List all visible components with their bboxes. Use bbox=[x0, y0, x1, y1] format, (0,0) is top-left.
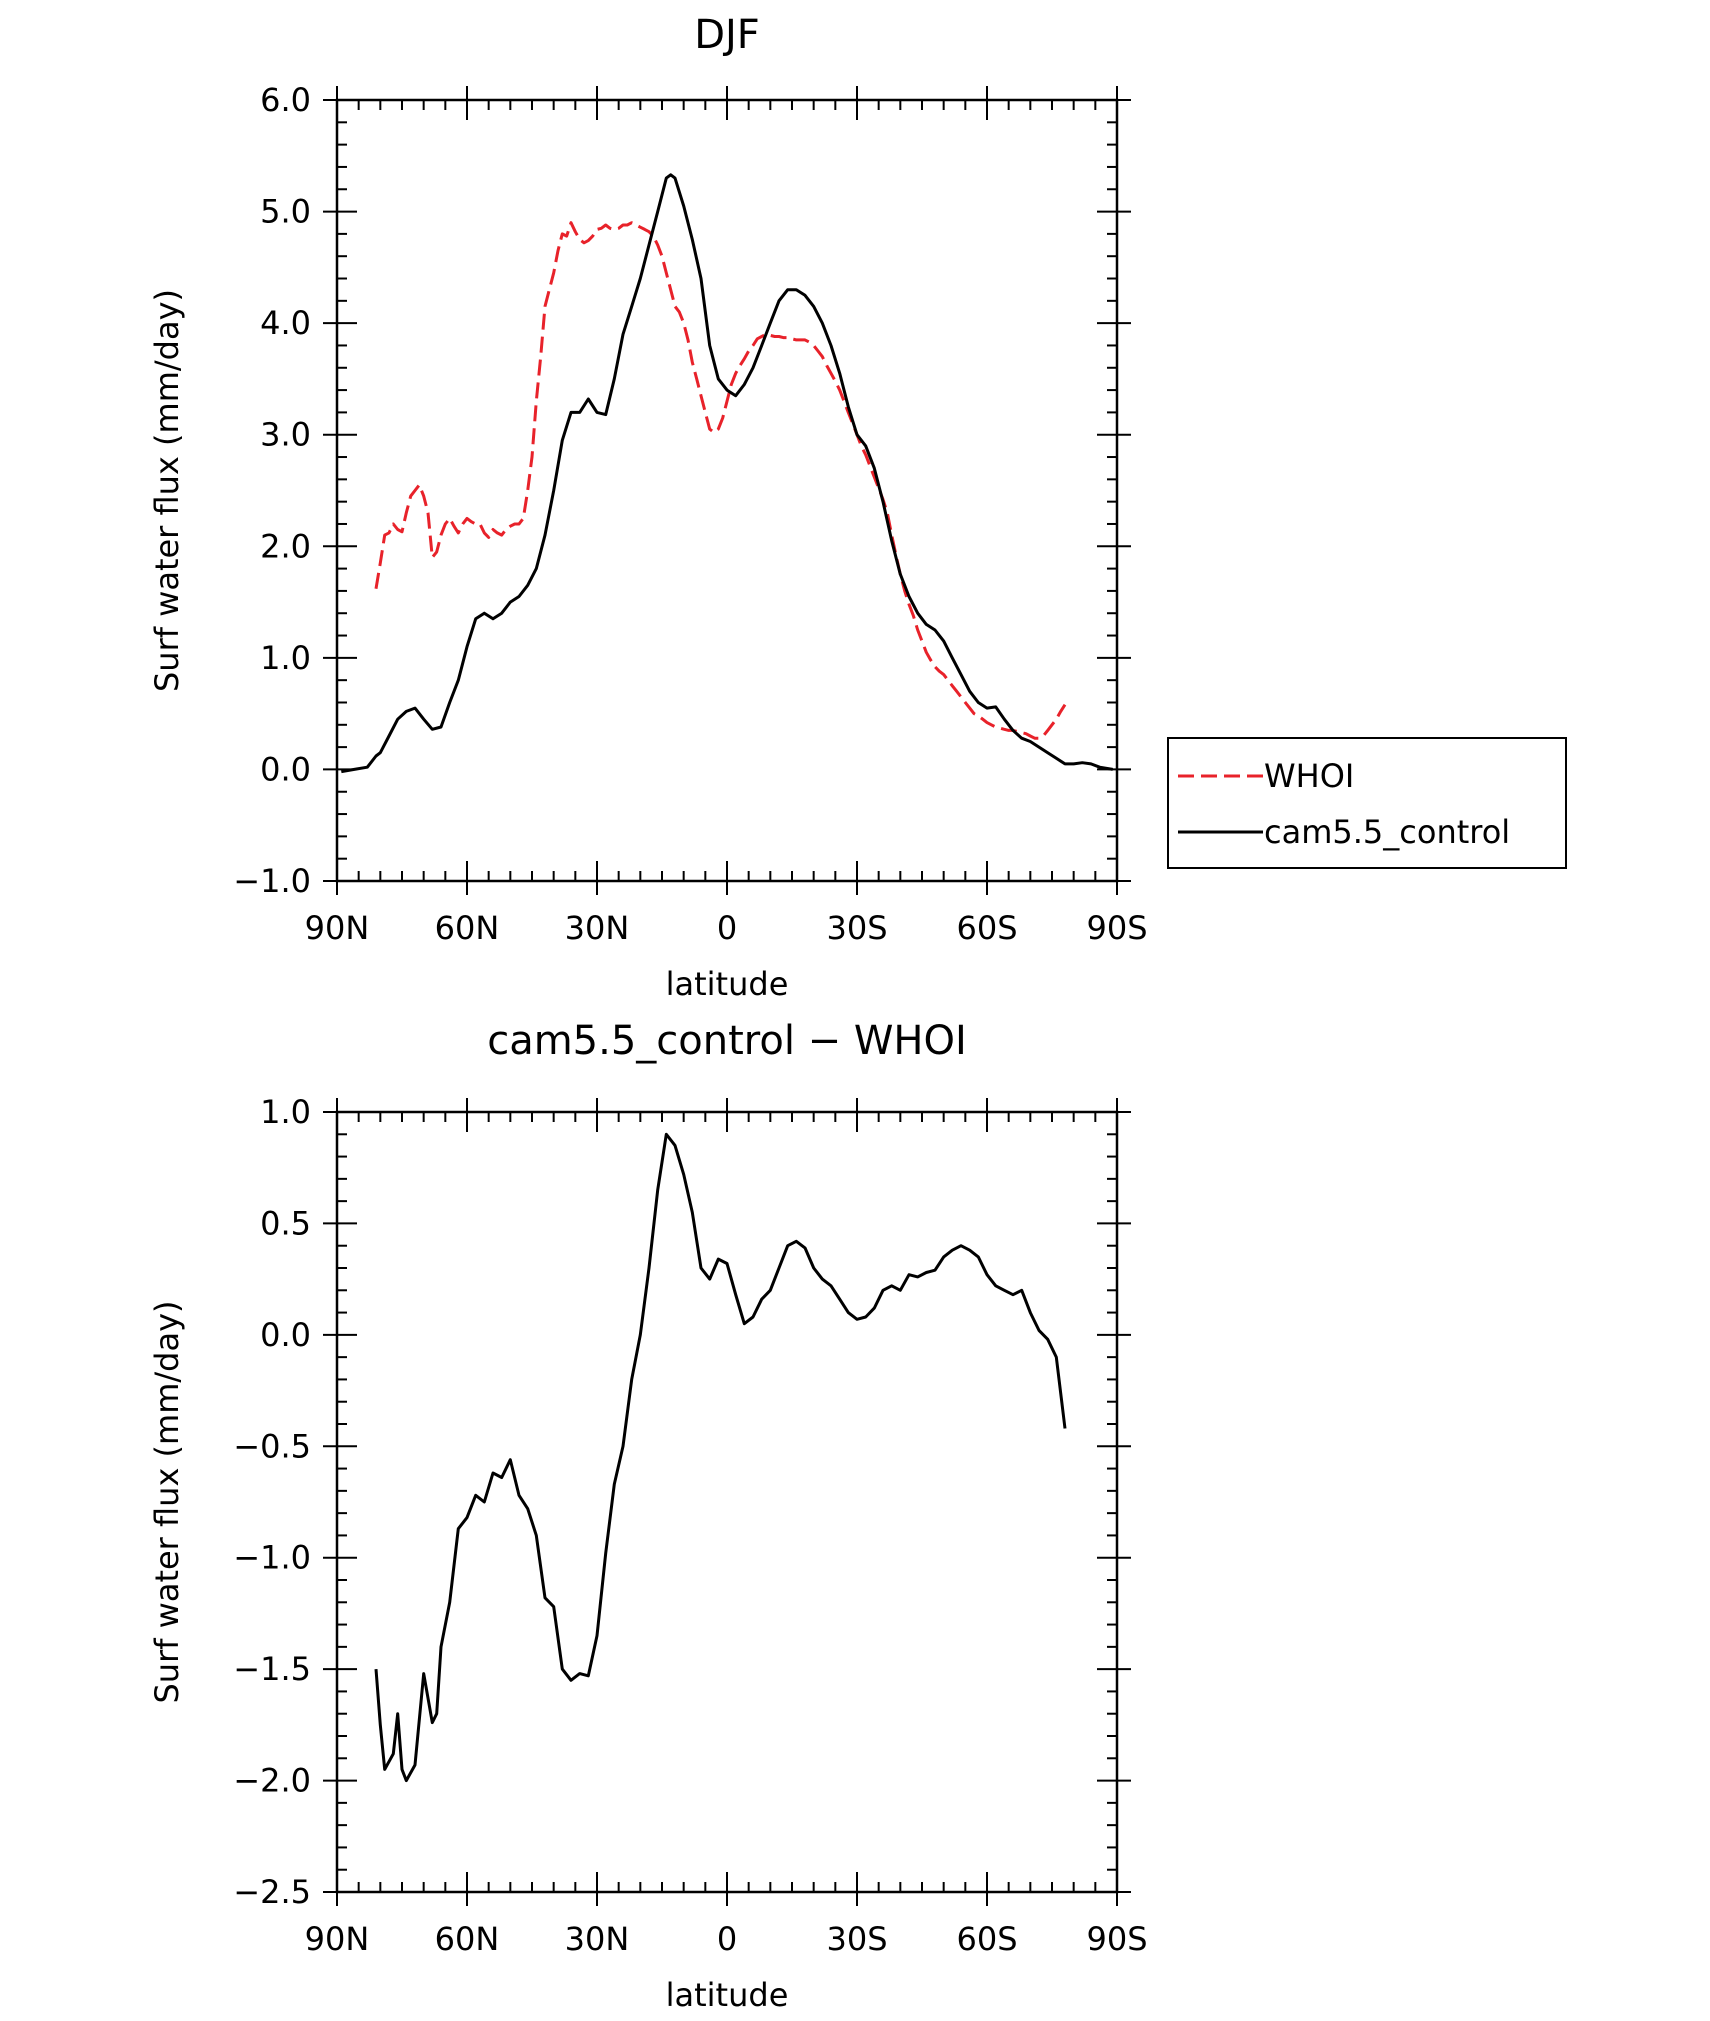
chart2-x-tick-label: 60N bbox=[435, 1920, 500, 1958]
chart1-y-tick-label: 4.0 bbox=[260, 304, 311, 342]
chart1-x-tick-label: 60S bbox=[956, 909, 1017, 947]
chart2: cam5.5_control − WHOI 90N 60N 30N 0 30S 60S 90S… bbox=[148, 1018, 1148, 2014]
chart2-x-tick-label: 60S bbox=[956, 1920, 1017, 1958]
chart1-y-tick-label: 1.0 bbox=[260, 639, 311, 677]
chart2-x-tick-label: 30N bbox=[565, 1920, 630, 1958]
chart1-x-tick-label: 30S bbox=[826, 909, 887, 947]
chart2-y-tick-label: −1.5 bbox=[233, 1650, 311, 1688]
chart2-x-tick-label: 0 bbox=[717, 1920, 737, 1958]
chart2-title: cam5.5_control − WHOI bbox=[487, 1018, 967, 1064]
chart1-x-tick-label: 90S bbox=[1086, 909, 1147, 947]
chart2-series-line-cam5-5-control-whoi bbox=[374, 1132, 1067, 1783]
chart1-series-line-whoi bbox=[374, 221, 1067, 740]
chart2-x-tick-label: 30S bbox=[826, 1920, 887, 1958]
chart2-plot-frame bbox=[335, 1110, 1119, 1894]
chart1-y-tick-label: 0.0 bbox=[260, 750, 311, 788]
chart1: DJF 90N 60N 30N 0 30S 60S 90S −1.0 0.0 1.0 2.0 3.0 4.… bbox=[148, 12, 1567, 1003]
chart2-y-tick-label: 0.5 bbox=[260, 1204, 311, 1242]
chart2-y-tick-label: −2.0 bbox=[233, 1762, 311, 1800]
chart2-x-axis-label: latitude bbox=[666, 1976, 789, 2014]
chart1-legend: WHOI cam5.5_control bbox=[1167, 737, 1567, 869]
chart1-y-tick-label: 5.0 bbox=[260, 193, 311, 231]
chart1-x-tick-label: 30N bbox=[565, 909, 630, 947]
chart2-y-tick-label: −2.5 bbox=[233, 1873, 311, 1911]
chart2-y-tick-label: 0.0 bbox=[260, 1316, 311, 1354]
chart1-title: DJF bbox=[694, 12, 760, 58]
chart1-series-line-cam5-5-control bbox=[341, 173, 1113, 774]
chart1-y-tick-label: −1.0 bbox=[233, 862, 311, 900]
legend-label: WHOI bbox=[1264, 757, 1354, 795]
chart1-y-tick-label: 6.0 bbox=[260, 81, 311, 119]
legend-box bbox=[1167, 737, 1567, 869]
chart2-y-tick-label: 1.0 bbox=[260, 1093, 311, 1131]
chart2-x-tick-label: 90N bbox=[305, 1920, 370, 1958]
chart2-x-tick-label: 90S bbox=[1086, 1920, 1147, 1958]
chart1-y-tick-label: 2.0 bbox=[260, 527, 311, 565]
chart1-y-axis-label: Surf water flux (mm/day) bbox=[148, 289, 186, 692]
legend-label: cam5.5_control bbox=[1264, 813, 1510, 851]
chart1-x-axis-label: latitude bbox=[666, 965, 789, 1003]
chart2-y-tick-label: −1.0 bbox=[233, 1539, 311, 1577]
chart1-x-tick-label: 60N bbox=[435, 909, 500, 947]
chart1-plot-frame bbox=[335, 98, 1119, 883]
chart2-y-tick-label: −0.5 bbox=[233, 1427, 311, 1465]
chart1-x-tick-label: 0 bbox=[717, 909, 737, 947]
chart1-x-tick-label: 90N bbox=[305, 909, 370, 947]
chart1-y-tick-label: 3.0 bbox=[260, 416, 311, 454]
chart2-y-axis-label: Surf water flux (mm/day) bbox=[148, 1300, 186, 1703]
